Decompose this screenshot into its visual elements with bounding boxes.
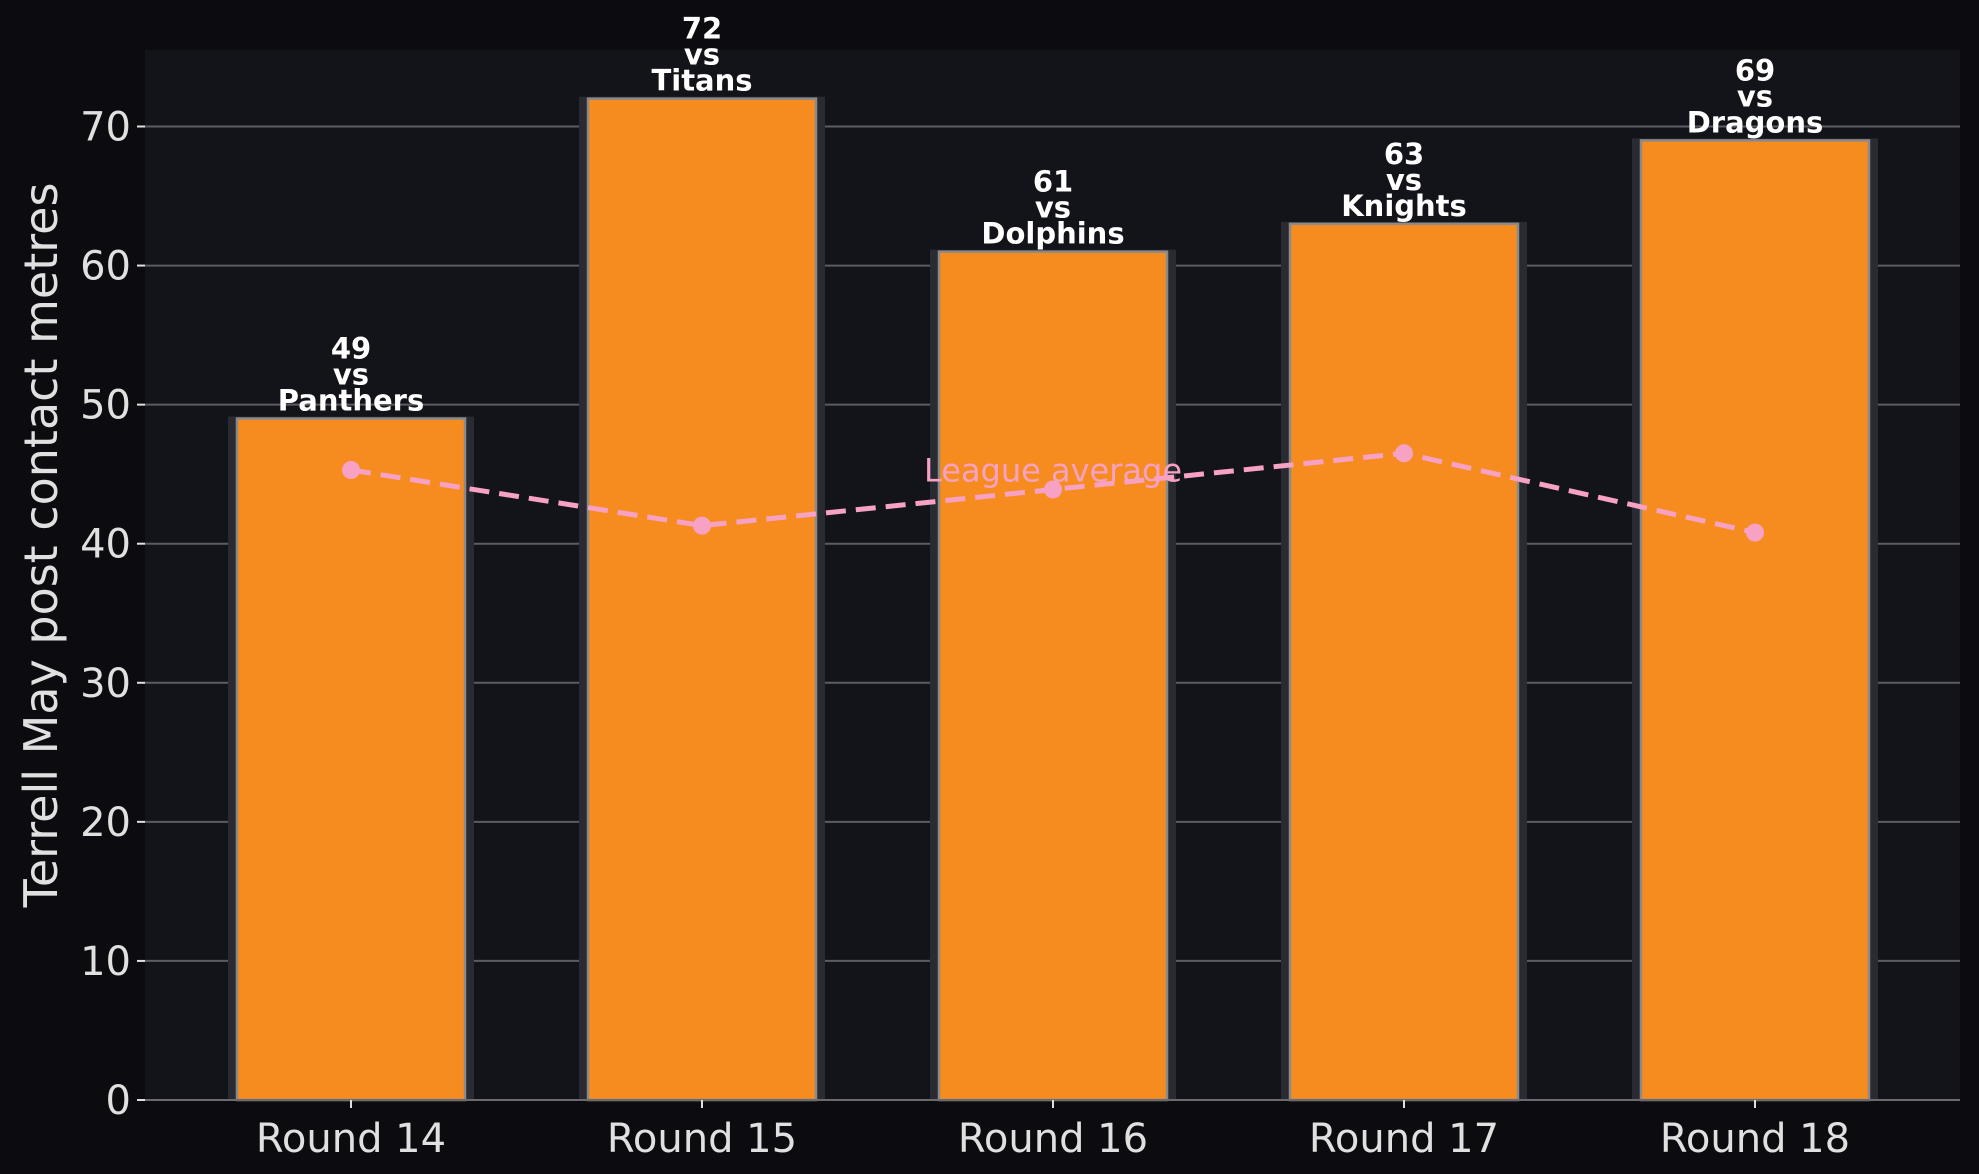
bar [937, 250, 1169, 1102]
y-tick-label: 30 [80, 661, 131, 707]
bars [228, 96, 1878, 1102]
league-average-point [1746, 523, 1764, 542]
x-tick-label: Round 18 [1660, 1116, 1850, 1162]
y-tick-label: 40 [80, 522, 131, 568]
x-tick-label: Round 17 [1309, 1116, 1499, 1162]
x-tick-label: Round 16 [958, 1116, 1148, 1162]
league-average-point [342, 461, 360, 479]
bar-labels: 49 vs Panthers 72 vs Titans 61 vs Dolphins 63 vs Kn… [278, 12, 1823, 418]
league-average-label: League average [924, 451, 1182, 489]
league-average-point [1395, 444, 1413, 463]
y-tick-label: 60 [80, 244, 131, 290]
bar-value-label: 69 vs Dragons [1687, 53, 1824, 139]
y-tick-label: 70 [80, 104, 131, 150]
bar-value-label: 49 vs Panthers [278, 332, 424, 418]
average-series: League average [342, 444, 1764, 542]
x-tick-label: Round 14 [256, 1116, 446, 1162]
bar-value-label: 61 vs Dolphins [981, 165, 1124, 251]
y-tick-label: 20 [80, 800, 131, 846]
bar [1288, 222, 1520, 1102]
bar [586, 97, 818, 1102]
x-axis: Round 14 Round 15 Round 16 Round 17 Round 18 [145, 1099, 1960, 1162]
y-axis-label: Terrell May post contact metres [14, 183, 68, 909]
x-tick-label: Round 15 [607, 1116, 797, 1162]
bar-value-label: 63 vs Knights [1341, 137, 1467, 223]
y-tick-label: 10 [80, 939, 131, 985]
bar [1639, 139, 1871, 1102]
bar-value-label: 72 vs Titans [651, 12, 752, 98]
y-axis: 0 10 20 30 40 50 60 70 [80, 104, 145, 1124]
league-average-point [693, 516, 711, 535]
league-average-point [1044, 480, 1062, 499]
y-tick-label: 0 [106, 1078, 131, 1124]
y-tick-label: 50 [80, 383, 131, 429]
bar [235, 417, 467, 1102]
